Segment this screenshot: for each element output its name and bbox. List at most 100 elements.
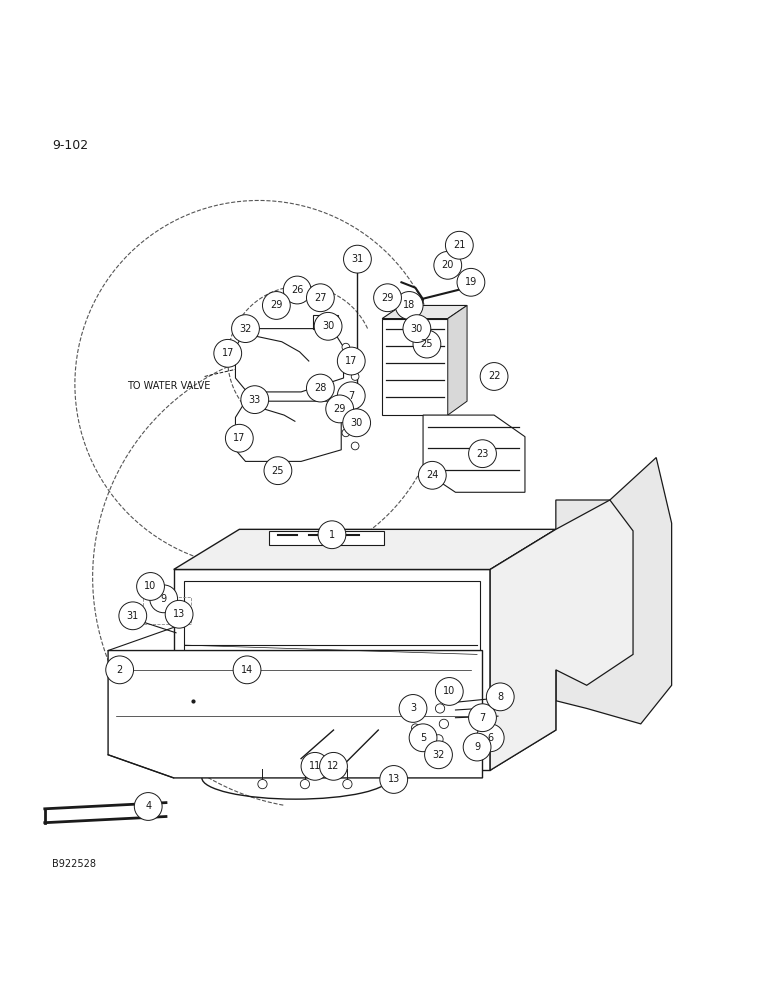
Polygon shape	[185, 583, 477, 761]
Circle shape	[419, 734, 427, 742]
Circle shape	[214, 339, 242, 367]
Text: 4: 4	[145, 801, 151, 811]
Text: 32: 32	[432, 750, 445, 760]
Circle shape	[434, 251, 462, 279]
Circle shape	[306, 284, 334, 312]
Text: 3: 3	[410, 703, 416, 713]
Circle shape	[318, 521, 346, 549]
Circle shape	[342, 414, 350, 421]
Circle shape	[300, 779, 310, 789]
Polygon shape	[313, 315, 338, 329]
Polygon shape	[490, 529, 556, 770]
Text: 10: 10	[443, 686, 455, 696]
Text: 31: 31	[351, 254, 364, 264]
Text: 17: 17	[222, 348, 234, 358]
Text: 24: 24	[426, 470, 438, 480]
Text: 11: 11	[309, 761, 321, 771]
Text: 1: 1	[329, 530, 335, 540]
Circle shape	[374, 284, 401, 312]
Text: 30: 30	[411, 324, 423, 334]
Circle shape	[337, 347, 365, 375]
Polygon shape	[382, 305, 467, 319]
Circle shape	[233, 656, 261, 684]
Text: 29: 29	[334, 404, 346, 414]
Text: 18: 18	[403, 300, 415, 310]
Circle shape	[457, 268, 485, 296]
Circle shape	[343, 409, 371, 437]
Circle shape	[476, 724, 504, 752]
Circle shape	[241, 386, 269, 414]
Text: 25: 25	[272, 466, 284, 476]
Circle shape	[380, 766, 408, 793]
Circle shape	[342, 343, 350, 351]
Text: 22: 22	[488, 371, 500, 381]
Circle shape	[137, 573, 164, 600]
Text: 27: 27	[314, 293, 327, 303]
Text: 5: 5	[420, 733, 426, 743]
Text: 14: 14	[241, 665, 253, 675]
Circle shape	[439, 719, 449, 729]
Polygon shape	[235, 401, 341, 461]
Circle shape	[445, 231, 473, 259]
Circle shape	[425, 743, 432, 751]
Text: 29: 29	[381, 293, 394, 303]
Circle shape	[343, 779, 352, 789]
Circle shape	[435, 704, 445, 713]
Circle shape	[425, 741, 452, 769]
Circle shape	[314, 312, 342, 340]
Text: 7: 7	[348, 391, 354, 401]
Circle shape	[134, 793, 162, 820]
Circle shape	[399, 695, 427, 722]
Polygon shape	[382, 319, 448, 415]
Circle shape	[342, 429, 350, 437]
Polygon shape	[269, 531, 384, 545]
Text: B922528: B922528	[52, 859, 96, 869]
Text: 17: 17	[233, 433, 245, 443]
Circle shape	[232, 315, 259, 343]
Text: 2: 2	[117, 665, 123, 675]
Text: 23: 23	[476, 449, 489, 459]
Circle shape	[351, 442, 359, 450]
Polygon shape	[184, 581, 480, 762]
Circle shape	[434, 735, 443, 744]
Text: 26: 26	[291, 285, 303, 295]
Circle shape	[409, 724, 437, 752]
Text: 12: 12	[327, 761, 340, 771]
Polygon shape	[235, 329, 344, 392]
Polygon shape	[556, 458, 672, 724]
Text: 30: 30	[322, 321, 334, 331]
Polygon shape	[108, 651, 482, 778]
Text: 17: 17	[345, 356, 357, 366]
Circle shape	[351, 373, 359, 380]
Circle shape	[264, 457, 292, 485]
Circle shape	[469, 440, 496, 468]
Text: 21: 21	[453, 240, 466, 250]
Circle shape	[413, 330, 441, 358]
Circle shape	[301, 752, 329, 780]
Text: 33: 33	[249, 395, 261, 405]
Circle shape	[326, 395, 354, 423]
Text: 6: 6	[487, 733, 493, 743]
Text: 20: 20	[442, 260, 454, 270]
Text: 31: 31	[127, 611, 139, 621]
Text: TO WATER VALVE: TO WATER VALVE	[127, 381, 211, 391]
Circle shape	[463, 733, 491, 761]
Circle shape	[344, 245, 371, 273]
Circle shape	[395, 292, 423, 319]
Circle shape	[262, 292, 290, 319]
Circle shape	[258, 779, 267, 789]
Circle shape	[411, 724, 419, 732]
Text: 29: 29	[270, 300, 283, 310]
Polygon shape	[423, 415, 525, 492]
Circle shape	[486, 683, 514, 711]
Polygon shape	[174, 569, 490, 770]
Text: 19: 19	[465, 277, 477, 287]
Circle shape	[225, 424, 253, 452]
Circle shape	[306, 374, 334, 402]
Text: 9: 9	[161, 594, 167, 604]
Circle shape	[480, 363, 508, 390]
Circle shape	[469, 704, 496, 732]
Circle shape	[283, 276, 311, 304]
Polygon shape	[174, 529, 556, 569]
Text: 9-102: 9-102	[52, 139, 89, 152]
